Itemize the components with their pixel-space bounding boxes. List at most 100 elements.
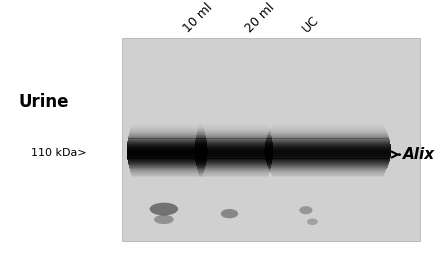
FancyBboxPatch shape xyxy=(194,153,273,154)
FancyBboxPatch shape xyxy=(266,140,390,141)
FancyBboxPatch shape xyxy=(127,152,208,153)
FancyBboxPatch shape xyxy=(194,146,273,147)
FancyBboxPatch shape xyxy=(198,171,270,172)
FancyBboxPatch shape xyxy=(267,136,389,138)
FancyBboxPatch shape xyxy=(128,138,206,139)
FancyBboxPatch shape xyxy=(271,172,385,173)
FancyBboxPatch shape xyxy=(265,141,390,142)
FancyBboxPatch shape xyxy=(197,168,271,170)
FancyBboxPatch shape xyxy=(128,139,206,140)
FancyBboxPatch shape xyxy=(194,149,273,150)
FancyBboxPatch shape xyxy=(267,135,388,136)
FancyBboxPatch shape xyxy=(268,132,387,133)
FancyBboxPatch shape xyxy=(265,155,391,157)
FancyBboxPatch shape xyxy=(194,152,273,153)
FancyBboxPatch shape xyxy=(271,173,385,174)
FancyBboxPatch shape xyxy=(129,133,205,134)
FancyBboxPatch shape xyxy=(268,133,387,134)
FancyBboxPatch shape xyxy=(271,174,384,175)
FancyBboxPatch shape xyxy=(128,164,206,166)
FancyBboxPatch shape xyxy=(128,141,207,142)
FancyBboxPatch shape xyxy=(195,142,273,143)
FancyBboxPatch shape xyxy=(128,162,206,164)
FancyBboxPatch shape xyxy=(197,134,271,135)
FancyBboxPatch shape xyxy=(194,151,273,153)
FancyBboxPatch shape xyxy=(127,150,208,151)
FancyBboxPatch shape xyxy=(195,155,273,157)
FancyBboxPatch shape xyxy=(265,146,391,147)
FancyBboxPatch shape xyxy=(196,136,271,137)
FancyBboxPatch shape xyxy=(194,147,273,149)
FancyBboxPatch shape xyxy=(130,131,205,132)
FancyBboxPatch shape xyxy=(127,155,207,157)
FancyBboxPatch shape xyxy=(127,142,207,143)
FancyBboxPatch shape xyxy=(264,148,391,150)
FancyBboxPatch shape xyxy=(198,131,270,132)
FancyBboxPatch shape xyxy=(265,144,391,145)
FancyBboxPatch shape xyxy=(267,162,389,163)
FancyBboxPatch shape xyxy=(128,140,207,142)
FancyBboxPatch shape xyxy=(265,145,391,146)
FancyBboxPatch shape xyxy=(264,147,391,148)
FancyBboxPatch shape xyxy=(196,135,271,136)
FancyBboxPatch shape xyxy=(197,132,271,133)
FancyBboxPatch shape xyxy=(128,164,206,165)
FancyBboxPatch shape xyxy=(196,137,272,139)
FancyBboxPatch shape xyxy=(127,154,208,155)
FancyBboxPatch shape xyxy=(266,139,389,140)
FancyBboxPatch shape xyxy=(128,137,206,139)
FancyBboxPatch shape xyxy=(130,171,204,172)
FancyBboxPatch shape xyxy=(196,162,272,163)
FancyBboxPatch shape xyxy=(127,143,207,144)
FancyBboxPatch shape xyxy=(195,160,272,161)
Ellipse shape xyxy=(299,206,312,214)
FancyBboxPatch shape xyxy=(195,144,273,145)
FancyBboxPatch shape xyxy=(265,157,391,158)
FancyBboxPatch shape xyxy=(198,170,270,171)
FancyBboxPatch shape xyxy=(129,167,205,168)
FancyBboxPatch shape xyxy=(199,173,269,175)
FancyBboxPatch shape xyxy=(194,154,273,155)
FancyBboxPatch shape xyxy=(196,164,271,165)
FancyBboxPatch shape xyxy=(129,133,205,135)
FancyBboxPatch shape xyxy=(268,167,387,169)
FancyBboxPatch shape xyxy=(266,161,389,162)
FancyBboxPatch shape xyxy=(127,144,207,146)
FancyBboxPatch shape xyxy=(264,150,391,151)
FancyBboxPatch shape xyxy=(268,133,388,135)
FancyBboxPatch shape xyxy=(265,154,391,155)
FancyBboxPatch shape xyxy=(268,166,388,167)
FancyBboxPatch shape xyxy=(194,153,273,155)
FancyBboxPatch shape xyxy=(195,139,272,140)
FancyBboxPatch shape xyxy=(268,167,387,168)
FancyBboxPatch shape xyxy=(127,142,207,144)
FancyBboxPatch shape xyxy=(266,140,390,142)
FancyBboxPatch shape xyxy=(265,158,390,159)
FancyBboxPatch shape xyxy=(127,153,208,154)
FancyBboxPatch shape xyxy=(264,151,391,153)
FancyBboxPatch shape xyxy=(265,155,391,156)
FancyBboxPatch shape xyxy=(195,141,272,142)
FancyBboxPatch shape xyxy=(131,172,204,173)
FancyBboxPatch shape xyxy=(130,130,205,131)
FancyBboxPatch shape xyxy=(194,155,273,156)
FancyBboxPatch shape xyxy=(264,151,391,152)
FancyBboxPatch shape xyxy=(264,146,391,147)
FancyBboxPatch shape xyxy=(129,134,205,135)
FancyBboxPatch shape xyxy=(198,171,270,173)
FancyBboxPatch shape xyxy=(197,133,271,135)
FancyBboxPatch shape xyxy=(264,153,391,155)
FancyBboxPatch shape xyxy=(195,156,273,157)
FancyBboxPatch shape xyxy=(264,149,391,150)
FancyBboxPatch shape xyxy=(194,146,273,147)
FancyBboxPatch shape xyxy=(128,159,207,160)
FancyBboxPatch shape xyxy=(197,167,271,169)
FancyBboxPatch shape xyxy=(130,171,204,173)
FancyBboxPatch shape xyxy=(122,37,420,242)
FancyBboxPatch shape xyxy=(198,172,269,173)
FancyBboxPatch shape xyxy=(127,151,208,152)
FancyBboxPatch shape xyxy=(128,136,206,137)
FancyBboxPatch shape xyxy=(198,170,270,171)
FancyBboxPatch shape xyxy=(264,152,391,153)
FancyBboxPatch shape xyxy=(127,158,207,159)
